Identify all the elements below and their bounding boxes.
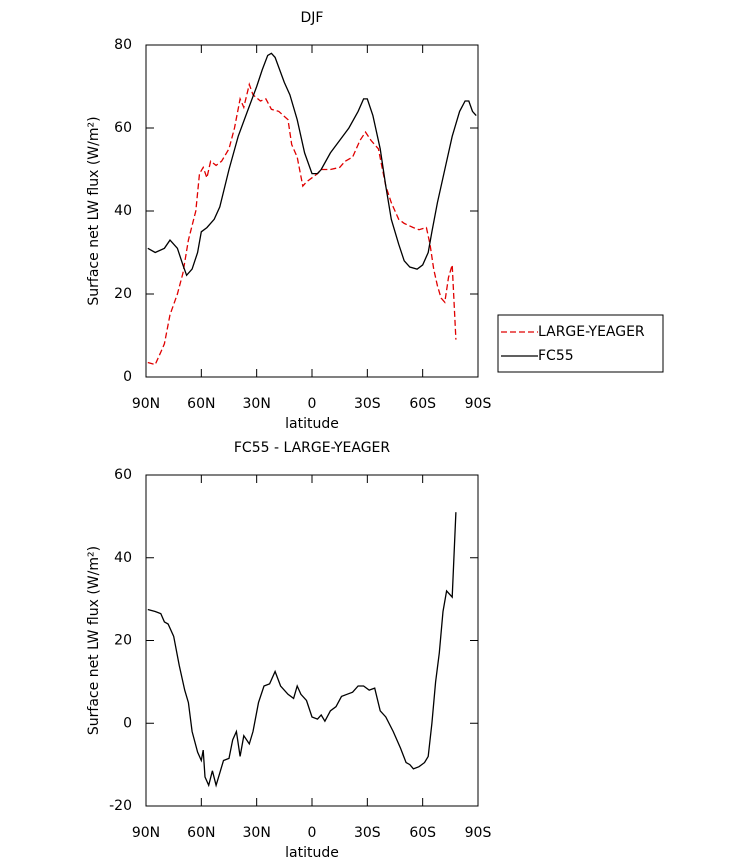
legend-label: FC55 xyxy=(538,348,574,364)
x-tick-label: 30S xyxy=(354,825,381,841)
y-tick-label: 0 xyxy=(123,715,132,731)
y-tick-label: 60 xyxy=(114,467,132,483)
y-tick-label: 20 xyxy=(114,633,132,649)
y-tick-label: 20 xyxy=(114,286,132,302)
chart-title: FC55 - LARGE-YEAGER xyxy=(234,440,391,456)
y-tick-label: 40 xyxy=(114,550,132,566)
x-axis-label: latitude xyxy=(285,845,339,861)
y-tick-label: 60 xyxy=(114,120,132,136)
y-tick-label: 40 xyxy=(114,203,132,219)
y-axis-label: Surface net LW flux (W/m²) xyxy=(86,116,102,305)
x-tick-label: 60S xyxy=(409,825,436,841)
series-line xyxy=(147,82,457,366)
series-line xyxy=(147,512,457,788)
x-tick-label: 90N xyxy=(132,396,160,412)
y-tick-label: -20 xyxy=(109,798,132,814)
x-tick-label: 60S xyxy=(409,396,436,412)
x-tick-label: 60N xyxy=(187,825,215,841)
x-tick-label: 90S xyxy=(465,825,492,841)
legend-label: LARGE-YEAGER xyxy=(538,324,645,340)
chart-title: DJF xyxy=(301,10,324,26)
series-line xyxy=(147,52,477,277)
x-axis-label: latitude xyxy=(285,416,339,432)
x-tick-label: 90S xyxy=(465,396,492,412)
x-tick-label: 90N xyxy=(132,825,160,841)
x-tick-label: 0 xyxy=(308,396,317,412)
y-tick-label: 0 xyxy=(123,369,132,385)
x-tick-label: 30N xyxy=(243,396,271,412)
x-tick-label: 0 xyxy=(308,825,317,841)
x-tick-label: 30N xyxy=(243,825,271,841)
y-tick-label: 80 xyxy=(114,37,132,53)
y-axis-label: Surface net LW flux (W/m²) xyxy=(86,546,102,735)
legend-box xyxy=(497,314,664,373)
x-tick-label: 60N xyxy=(187,396,215,412)
x-tick-label: 30S xyxy=(354,396,381,412)
